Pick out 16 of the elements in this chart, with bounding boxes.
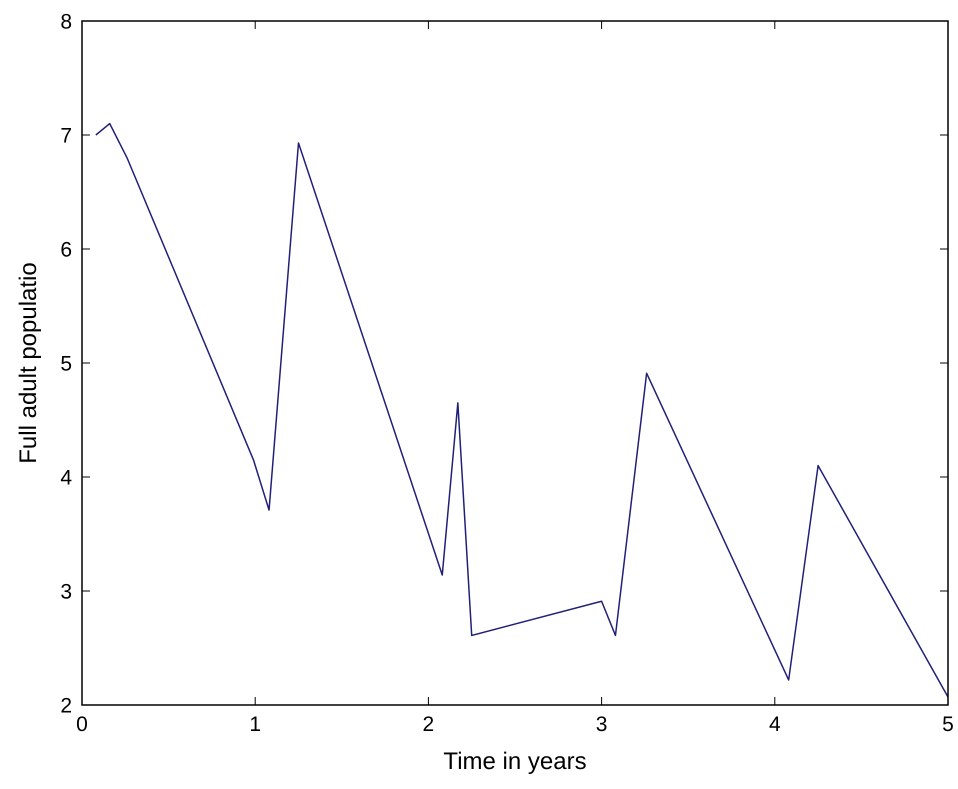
x-tick-label: 3 xyxy=(596,713,608,736)
x-axis-title: Time in years xyxy=(443,748,587,775)
y-tick-label: 4 xyxy=(60,466,72,490)
x-tick-label: 5 xyxy=(942,713,954,736)
y-tick-label: 7 xyxy=(60,124,72,148)
x-tick-label: 4 xyxy=(768,713,781,736)
x-tick-label: 0 xyxy=(76,713,88,736)
y-tick-label: 3 xyxy=(60,580,72,604)
y-tick-label: 6 xyxy=(60,238,72,262)
y-tick-label: 8 xyxy=(60,10,72,34)
x-tick-label: 2 xyxy=(422,713,434,736)
y-tick-label: 5 xyxy=(60,352,72,376)
x-tick-label: 1 xyxy=(249,713,262,736)
y-tick-label: 2 xyxy=(60,694,72,718)
line-series xyxy=(95,122,949,698)
y-axis-title: Full adult populatio xyxy=(15,262,42,464)
